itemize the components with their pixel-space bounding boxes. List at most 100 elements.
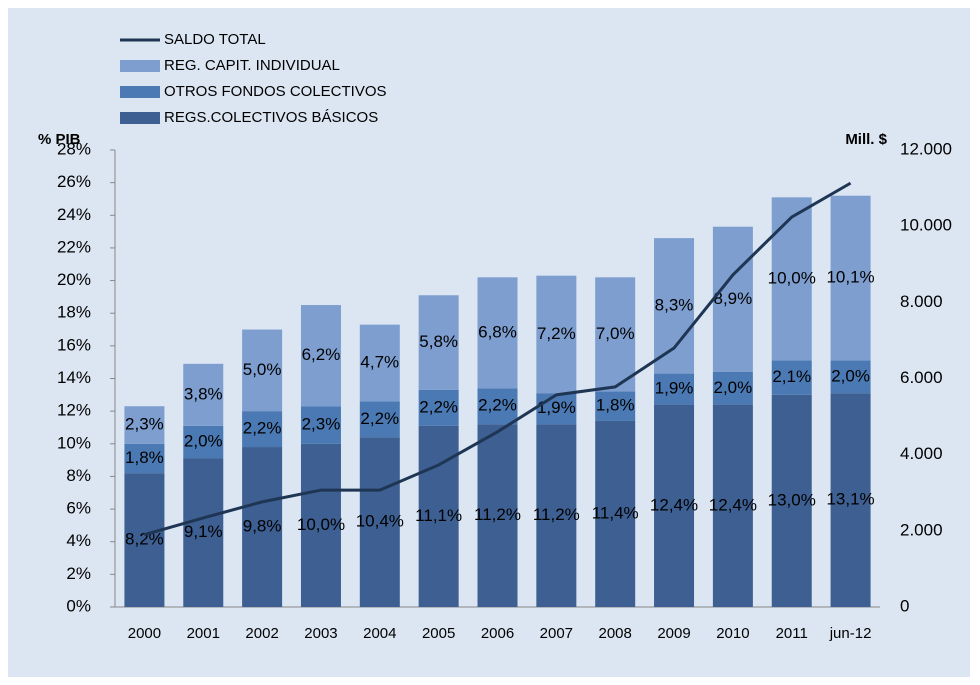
y2-tick-label: 4.000 xyxy=(900,444,943,463)
bar-segment xyxy=(242,329,283,412)
bar-segment xyxy=(477,388,518,425)
y2-tick-label: 10.000 xyxy=(900,216,952,235)
bar-segment xyxy=(830,360,871,394)
y-tick-label: 28% xyxy=(57,139,91,158)
data-label: 11,1% xyxy=(415,506,462,525)
y-tick-label: 4% xyxy=(66,531,91,550)
data-label: 2,1% xyxy=(772,367,811,386)
bar-segment xyxy=(536,393,577,425)
x-tick-label: 2007 xyxy=(540,625,573,642)
bar-segment xyxy=(771,197,812,361)
data-label: 7,0% xyxy=(596,324,635,343)
bar-segment xyxy=(654,404,695,607)
legend-label: REGS.COLECTIVOS BÁSICOS xyxy=(164,109,378,126)
data-label: 1,9% xyxy=(655,379,694,398)
x-tick-label: 2003 xyxy=(304,625,337,642)
x-tick-label: 2010 xyxy=(716,625,749,642)
bar-segment xyxy=(359,324,400,402)
data-label: 10,0% xyxy=(297,515,345,534)
y2-tick-label: 0 xyxy=(900,596,909,615)
legend-swatch xyxy=(120,60,160,72)
bar-segment xyxy=(418,389,459,426)
data-label: 6,8% xyxy=(478,322,517,341)
bar-segment xyxy=(771,360,812,395)
bar-segment xyxy=(830,195,871,361)
y2-tick-label: 2.000 xyxy=(900,520,943,539)
data-label: 13,0% xyxy=(768,490,816,509)
bar-segment xyxy=(300,443,341,607)
y2-tick-label: 6.000 xyxy=(900,368,943,387)
data-label: 8,9% xyxy=(714,289,753,308)
bar-segment xyxy=(477,424,518,607)
y-tick-label: 12% xyxy=(57,401,91,420)
bar-segment xyxy=(124,443,165,474)
bar-segment xyxy=(359,401,400,438)
x-tick-label: 2000 xyxy=(128,625,161,642)
data-label: 5,8% xyxy=(419,332,458,351)
data-label: 9,1% xyxy=(184,522,223,541)
line-series xyxy=(144,181,852,537)
bar-segment xyxy=(712,226,753,372)
bar-segment xyxy=(536,275,577,394)
bar-segment xyxy=(359,437,400,607)
bar-segment xyxy=(477,277,518,389)
x-tick-label: 2004 xyxy=(363,625,396,642)
data-label: 2,2% xyxy=(419,397,458,416)
y-tick-label: 8% xyxy=(66,466,91,485)
x-tick-label: 2011 xyxy=(776,625,808,642)
data-label: 11,2% xyxy=(533,505,580,524)
bar-segment xyxy=(595,391,636,421)
data-label: 2,2% xyxy=(478,396,517,415)
bar-segment xyxy=(418,295,459,390)
legend-swatch xyxy=(120,86,160,98)
bar-segment xyxy=(830,393,871,607)
bar-segment xyxy=(242,411,283,448)
data-label: 10,4% xyxy=(356,512,404,531)
data-label: 12,4% xyxy=(709,495,757,514)
data-label: 2,0% xyxy=(714,378,753,397)
x-tick-label: 2008 xyxy=(599,625,632,642)
data-label: 1,9% xyxy=(537,398,576,417)
bar-segment xyxy=(124,406,165,444)
legend-label: REG. CAPIT. INDIVIDUAL xyxy=(164,57,340,74)
y-tick-label: 16% xyxy=(57,335,91,354)
x-tick-label: jun-12 xyxy=(829,625,872,642)
bar-segment xyxy=(712,404,753,607)
bar-segment xyxy=(300,305,341,407)
data-label: 3,8% xyxy=(184,384,223,403)
data-label: 8,3% xyxy=(655,295,694,314)
y-tick-label: 22% xyxy=(57,237,91,256)
data-label: 10,1% xyxy=(826,268,874,287)
data-label: 4,7% xyxy=(360,352,399,371)
data-label: 11,4% xyxy=(592,503,639,522)
bar-segment xyxy=(536,424,577,607)
y-tick-label: 2% xyxy=(66,564,91,583)
data-label: 2,2% xyxy=(243,419,282,438)
y-tick-label: 14% xyxy=(57,368,91,387)
legend-label: SALDO TOTAL xyxy=(164,31,266,48)
x-tick-label: 2002 xyxy=(245,625,278,642)
data-label: 6,2% xyxy=(302,345,341,364)
y2-axis-title: Mill. $ xyxy=(845,131,887,148)
bar-segment xyxy=(712,371,753,405)
legend-label: OTROS FONDOS COLECTIVOS xyxy=(164,83,387,100)
data-label: 1,8% xyxy=(125,448,164,467)
data-label: 2,0% xyxy=(831,366,870,385)
bar-segment xyxy=(771,394,812,607)
x-tick-label: 2006 xyxy=(481,625,514,642)
bar-segment xyxy=(183,458,224,607)
y-tick-label: 0% xyxy=(66,596,91,615)
data-label: 8,2% xyxy=(125,530,164,549)
data-label: 2,0% xyxy=(184,432,223,451)
bar-segment xyxy=(183,363,224,426)
y-tick-label: 10% xyxy=(57,433,91,452)
x-tick-label: 2005 xyxy=(422,625,455,642)
y-axis-title: % PIB xyxy=(38,131,81,148)
bar-segment xyxy=(654,238,695,374)
data-label: 1,8% xyxy=(596,396,635,415)
bar-segment xyxy=(595,277,636,392)
data-label: 11,2% xyxy=(474,505,521,524)
y-tick-label: 18% xyxy=(57,303,91,322)
y-tick-label: 26% xyxy=(57,172,91,191)
x-tick-label: 2009 xyxy=(657,625,690,642)
